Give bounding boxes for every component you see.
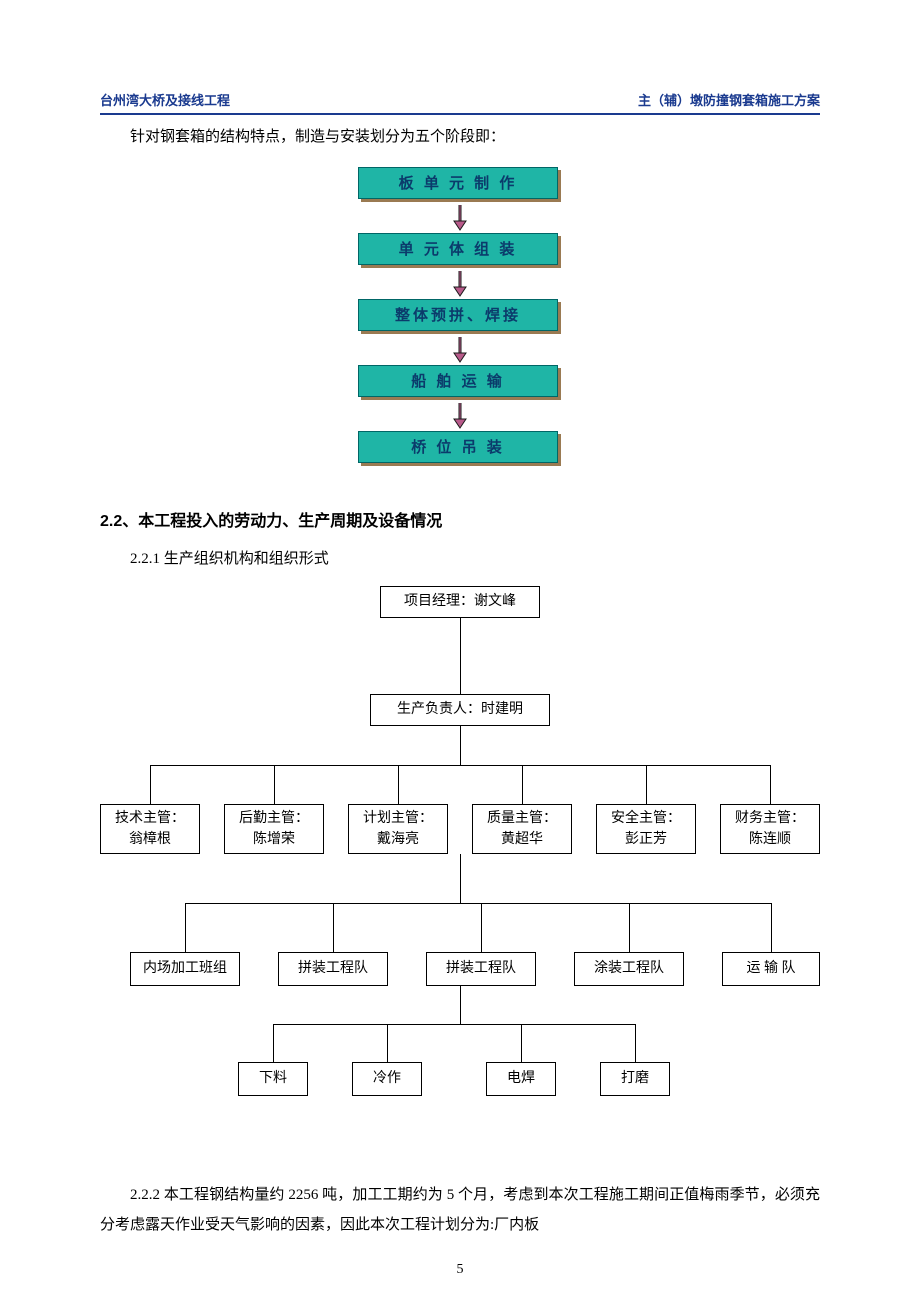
org-box-supervisor: 财务主管：陈连顺	[720, 804, 820, 854]
header-right: 主（辅）墩防撞钢套箱施工方案	[638, 90, 820, 109]
org-connector	[150, 765, 151, 804]
org-connector	[273, 1024, 274, 1062]
org-box-label: 计划主管：	[363, 808, 433, 829]
flowchart-box-label: 单 元 体 组 装	[358, 233, 558, 265]
org-connector	[460, 854, 461, 903]
org-box-supervisor: 质量主管：黄超华	[472, 804, 572, 854]
org-box-team: 运 输 队	[722, 952, 820, 986]
org-box-label: 后勤主管：	[239, 808, 309, 829]
process-flowchart: 板 单 元 制 作单 元 体 组 装整体预拼、焊接船 舶 运 输桥 位 吊 装	[100, 167, 820, 467]
flowchart-box: 板 单 元 制 作	[358, 167, 562, 203]
org-connector	[150, 765, 770, 766]
org-box-team: 涂装工程队	[574, 952, 684, 986]
flowchart-box: 单 元 体 组 装	[358, 233, 562, 269]
org-box-task: 电焊	[486, 1062, 556, 1096]
org-box-label: 项目经理：谢文峰	[404, 591, 516, 612]
org-connector	[273, 1024, 635, 1025]
org-connector	[333, 903, 334, 952]
org-box-team: 拼装工程队	[278, 952, 388, 986]
org-box-label: 内场加工班组	[143, 958, 227, 979]
flowchart-box: 桥 位 吊 装	[358, 431, 562, 467]
org-connector	[521, 1024, 522, 1062]
org-box-label: 运 输 队	[747, 958, 796, 979]
header-left: 台州湾大桥及接线工程	[100, 90, 230, 109]
org-connector	[522, 765, 523, 804]
org-connector	[771, 903, 772, 952]
flowchart-arrow-icon	[452, 205, 468, 231]
org-box-task: 打磨	[600, 1062, 670, 1096]
org-box-supervisor: 后勤主管：陈增荣	[224, 804, 324, 854]
flowchart-box: 整体预拼、焊接	[358, 299, 562, 335]
org-box-label: 翁樟根	[129, 829, 171, 850]
section-heading-2-2: 2.2、本工程投入的劳动力、生产周期及设备情况	[100, 507, 820, 531]
flowchart-arrow-icon	[452, 403, 468, 429]
org-box-team: 内场加工班组	[130, 952, 240, 986]
org-connector	[460, 986, 461, 1024]
flowchart-box-label: 板 单 元 制 作	[358, 167, 558, 199]
org-box-supervisor: 安全主管：彭正芳	[596, 804, 696, 854]
org-connector	[770, 765, 771, 804]
flowchart-box-label: 桥 位 吊 装	[358, 431, 558, 463]
org-box-label: 下料	[259, 1068, 287, 1089]
org-box-label: 技术主管：	[115, 808, 185, 829]
org-box-label: 质量主管：	[487, 808, 557, 829]
org-connector	[185, 903, 186, 952]
org-connector	[481, 903, 482, 952]
org-box-label: 拼装工程队	[446, 958, 516, 979]
org-box-label: 财务主管：	[735, 808, 805, 829]
org-box-label: 陈增荣	[253, 829, 295, 850]
page-number: 5	[100, 1262, 820, 1278]
org-box-label: 冷作	[373, 1068, 401, 1089]
flowchart-box: 船 舶 运 输	[358, 365, 562, 401]
org-box-pm: 项目经理：谢文峰	[380, 586, 540, 618]
org-connector	[274, 765, 275, 804]
org-connector	[646, 765, 647, 804]
org-box-label: 戴海亮	[377, 829, 419, 850]
para-2-2-2: 2.2.2 本工程钢结构量约 2256 吨，加工工期约为 5 个月，考虑到本次工…	[100, 1180, 820, 1240]
org-connector	[460, 726, 461, 765]
org-connector	[398, 765, 399, 804]
intro-text: 针对钢套箱的结构特点，制造与安装划分为五个阶段即：	[100, 125, 820, 149]
flowchart-arrow-icon	[452, 337, 468, 363]
org-connector	[635, 1024, 636, 1062]
org-connector	[460, 618, 461, 694]
org-box-task: 冷作	[352, 1062, 422, 1096]
flowchart-box-label: 船 舶 运 输	[358, 365, 558, 397]
org-box-label: 生产负责人：时建明	[397, 699, 523, 720]
org-box-label: 陈连顺	[749, 829, 791, 850]
org-box-supervisor: 技术主管：翁樟根	[100, 804, 200, 854]
org-box-label: 拼装工程队	[298, 958, 368, 979]
org-connector	[629, 903, 630, 952]
org-box-label: 彭正芳	[625, 829, 667, 850]
header-underline	[100, 113, 820, 115]
org-chart: 项目经理：谢文峰生产负责人：时建明技术主管：翁樟根后勤主管：陈增荣计划主管：戴海…	[100, 586, 820, 1146]
org-box-label: 安全主管：	[611, 808, 681, 829]
org-box-label: 涂装工程队	[594, 958, 664, 979]
subsection-2-2-1: 2.2.1 生产组织机构和组织形式	[100, 547, 820, 568]
org-connector	[387, 1024, 388, 1062]
flowchart-arrow-icon	[452, 271, 468, 297]
org-box-label: 电焊	[507, 1068, 535, 1089]
org-box-task: 下料	[238, 1062, 308, 1096]
org-connector	[185, 903, 771, 904]
org-box-production-lead: 生产负责人：时建明	[370, 694, 550, 726]
flowchart-box-label: 整体预拼、焊接	[358, 299, 558, 331]
org-box-supervisor: 计划主管：戴海亮	[348, 804, 448, 854]
org-box-team: 拼装工程队	[426, 952, 536, 986]
page-header: 台州湾大桥及接线工程 主（辅）墩防撞钢套箱施工方案	[100, 90, 820, 109]
org-box-label: 黄超华	[501, 829, 543, 850]
org-box-label: 打磨	[621, 1068, 649, 1089]
